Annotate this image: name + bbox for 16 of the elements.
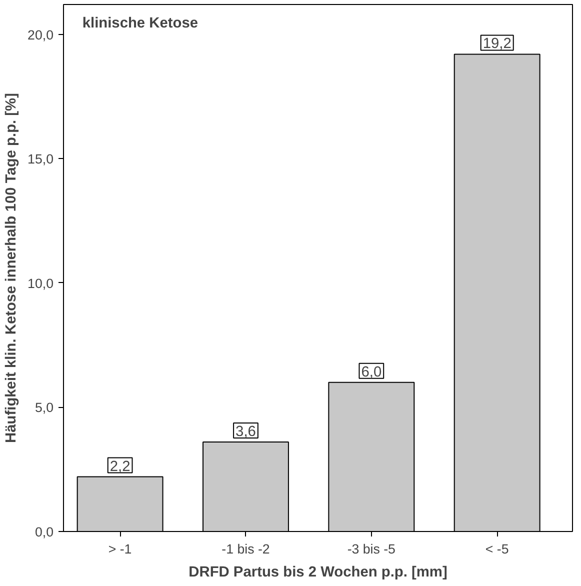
data-label: 2,2 [110,458,130,475]
y-tick-label: 10,0 [28,276,54,291]
x-tick-label: < -5 [485,542,509,556]
y-tick-label: 15,0 [28,152,54,167]
data-label: 6,0 [361,364,382,380]
x-tick-label: -3 bis -5 [347,542,396,556]
y-tick-label: 5,0 [34,400,54,416]
y-tick-label: 20,0 [28,27,54,42]
data-label: 3,6 [236,424,256,440]
y-tick-label: 0,0 [34,524,54,540]
data-label: 19,2 [482,36,512,52]
text: klinische Ketose [82,16,198,32]
x-tick-label: -1 bis -2 [222,542,270,556]
y-axis-title: Häufigkeit klin. Ketose innerhalb 100 Tage p.p. [%] [4,92,20,443]
x-tick-label: > -1 [108,542,132,556]
x-axis-title: DRFD Partus bis 2 Wochen p.p. [mm] [188,564,448,580]
